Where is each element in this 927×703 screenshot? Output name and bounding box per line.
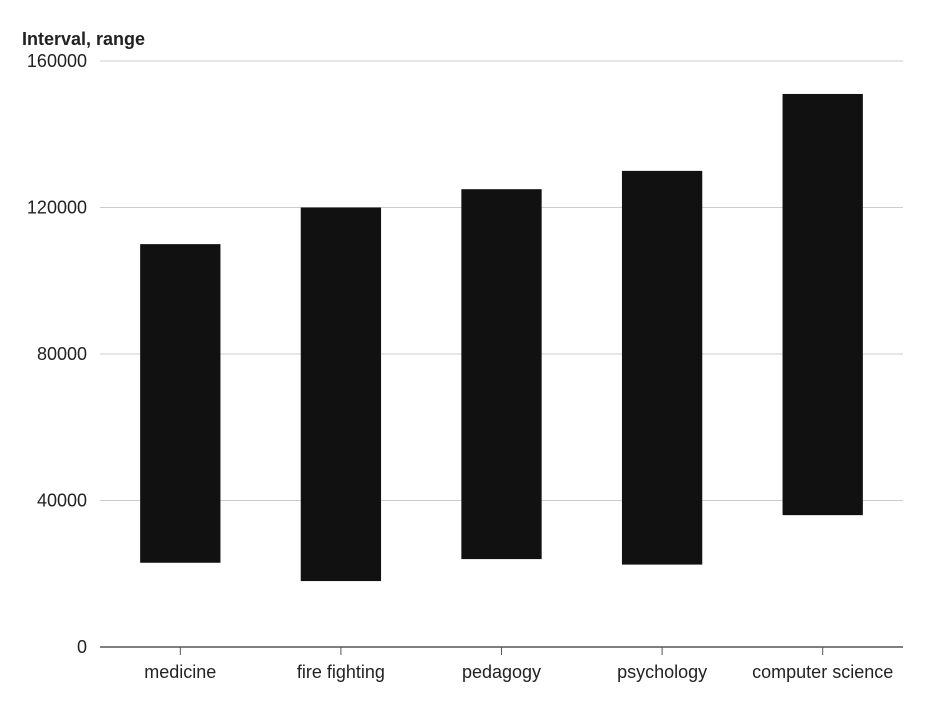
range-bar (461, 189, 542, 560)
x-tick-label: fire fighting (297, 662, 385, 682)
y-tick-label: 120000 (27, 198, 87, 218)
y-tick-label: 160000 (27, 51, 87, 71)
y-axis-ticks: 0 40000 80000 120000 160000 (27, 51, 87, 657)
x-tick-label: medicine (144, 662, 216, 682)
range-bar (621, 170, 703, 565)
y-tick-label: 0 (77, 637, 87, 657)
range-bar (300, 207, 382, 582)
y-tick-label: 40000 (37, 491, 87, 511)
range-bar (782, 93, 863, 516)
bars (140, 93, 863, 582)
x-axis-ticks: medicine fire fighting pedagogy psychology c… (144, 647, 893, 682)
x-tick-label: computer science (752, 662, 893, 682)
x-tick-label: pedagogy (462, 662, 541, 682)
y-tick-label: 80000 (37, 344, 87, 364)
y-axis-label: Interval, range (22, 29, 145, 49)
x-tick-label: psychology (617, 662, 707, 682)
range-bar (140, 244, 221, 563)
